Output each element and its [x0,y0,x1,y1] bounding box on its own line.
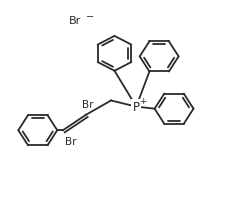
Text: +: + [139,97,146,106]
Text: −: − [86,12,95,22]
Text: P: P [133,101,140,114]
Text: Br: Br [65,137,77,147]
Text: Br: Br [69,16,81,25]
Text: Br: Br [82,99,94,109]
